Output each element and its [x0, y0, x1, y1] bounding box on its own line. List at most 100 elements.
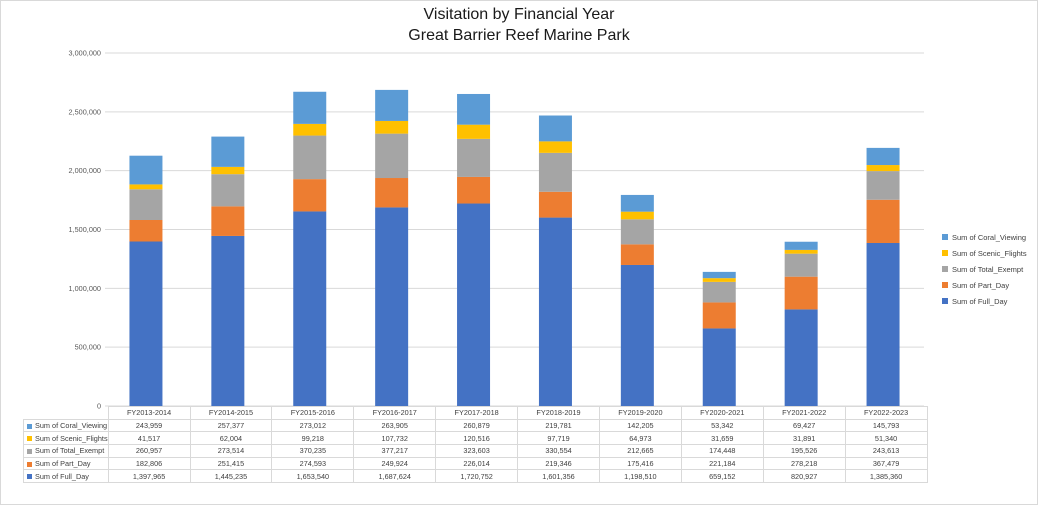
bar-segment — [457, 93, 491, 125]
bar-segment — [538, 152, 572, 192]
bar-segment — [866, 165, 900, 172]
bar-segment — [620, 264, 654, 406]
bar-segment — [293, 211, 327, 406]
y-tick-label: 2,000,000 — [69, 166, 101, 175]
bar-segment — [129, 184, 163, 190]
legend-swatch — [942, 250, 948, 256]
data-label: 212,665 — [598, 444, 682, 458]
bar-segment — [702, 302, 736, 329]
table-row-key: Sum of Total_Exempt — [23, 444, 109, 458]
bar-segment — [375, 89, 409, 121]
data-label: 41,517 — [107, 431, 191, 446]
table-legend-swatch — [27, 448, 32, 454]
table-row-label: Sum of Scenic_Flights — [35, 433, 108, 443]
y-tick-label: 0 — [97, 402, 101, 411]
bar-segment — [129, 155, 163, 185]
bar-segment — [784, 309, 818, 406]
data-label: 219,346 — [517, 456, 600, 471]
data-label: 330,554 — [517, 444, 600, 458]
x-tick-label: FY2014-2015 — [189, 406, 273, 420]
data-label: 31,659 — [680, 431, 764, 446]
data-label: 53,342 — [680, 418, 764, 433]
data-label: 1,653,540 — [271, 469, 355, 484]
data-label: 1,445,235 — [189, 469, 273, 484]
legend-label: Sum of Coral_Viewing — [952, 232, 1027, 242]
table-header-row: FY2013-2014 FY2014-2015 FY2015-2016 FY2016-… — [23, 406, 928, 420]
x-tick-label: FY2015-2016 — [271, 406, 355, 420]
data-label: 1,720,752 — [435, 469, 519, 484]
data-label: 51,340 — [844, 431, 928, 446]
bar-segment — [784, 253, 818, 277]
y-tick-label: 1,500,000 — [69, 225, 101, 234]
bar-segment — [702, 281, 736, 303]
bar-segment — [702, 278, 736, 282]
bar-segment — [457, 124, 491, 139]
table-row-key: Sum of Coral_Viewing — [23, 418, 109, 433]
bar-segment — [702, 271, 736, 279]
x-tick-label: FY2017-2018 — [435, 406, 519, 420]
bar-segment — [784, 249, 818, 254]
data-label: 174,448 — [680, 444, 764, 458]
bar-segment — [538, 217, 572, 406]
bar-segment — [457, 176, 491, 204]
x-tick-label: FY2022-2023 — [844, 406, 928, 420]
bar-segment — [293, 91, 327, 124]
bar-segment — [211, 206, 245, 236]
data-label: 97,719 — [517, 431, 600, 446]
data-label: 1,198,510 — [598, 469, 682, 484]
bar-segment — [538, 115, 572, 142]
bar-segment — [211, 235, 245, 406]
table-row-label: Sum of Total_Exempt — [35, 446, 105, 456]
table-row: Sum of Coral_Viewing 243,959 257,377 273,01… — [23, 418, 928, 433]
bar-segment — [866, 147, 900, 166]
table-row-key: Sum of Full_Day — [23, 469, 109, 484]
data-label: 273,012 — [271, 418, 355, 433]
legend-swatch — [942, 266, 948, 272]
table-legend-swatch — [27, 423, 32, 429]
legend-swatch — [942, 298, 948, 304]
data-table: FY2013-2014 FY2014-2015 FY2015-2016 FY2016-… — [23, 406, 928, 484]
data-label: 221,184 — [680, 456, 764, 471]
legend-item: Sum of Full_Day — [942, 293, 1027, 309]
x-tick-label: FY2021-2022 — [762, 406, 846, 420]
table-row-key: Sum of Scenic_Flights — [23, 431, 109, 446]
data-label: 278,218 — [762, 456, 846, 471]
table-legend-swatch — [27, 436, 32, 442]
y-tick-label: 3,000,000 — [69, 49, 101, 58]
data-label: 274,593 — [271, 456, 355, 471]
table-row: Sum of Scenic_Flights 41,517 62,004 99,218 1… — [23, 431, 928, 446]
data-label: 257,377 — [189, 418, 273, 433]
bar-segment — [211, 136, 245, 167]
table-row: Sum of Total_Exempt 260,957 273,514 370,235… — [23, 444, 928, 458]
legend-item: Sum of Coral_Viewing — [942, 229, 1027, 245]
legend-swatch — [942, 234, 948, 240]
bar-segment — [538, 191, 572, 218]
bar-segment — [129, 219, 163, 242]
bar-segment — [620, 219, 654, 245]
bar-segment — [457, 138, 491, 177]
x-tick-label: FY2019-2020 — [598, 406, 682, 420]
legend-label: Sum of Total_Exempt — [952, 264, 1024, 274]
bar-segment — [293, 123, 327, 136]
data-label: 219,781 — [517, 418, 600, 433]
data-label: 31,891 — [762, 431, 846, 446]
bar-segment — [538, 141, 572, 153]
bar-segment — [866, 171, 900, 200]
table-row-label: Sum of Full_Day — [35, 471, 89, 481]
data-label: 367,479 — [844, 456, 928, 471]
data-label: 323,603 — [435, 444, 519, 458]
data-label: 263,905 — [353, 418, 437, 433]
data-label: 377,217 — [353, 444, 437, 458]
data-label: 226,014 — [435, 456, 519, 471]
bar-segment — [702, 328, 736, 406]
data-label: 142,205 — [598, 418, 682, 433]
data-label: 243,959 — [107, 418, 191, 433]
legend-item: Sum of Scenic_Flights — [942, 245, 1027, 261]
table-row: Sum of Full_Day 1,397,965 1,445,235 1,653,5… — [23, 469, 928, 484]
table-corner — [23, 406, 109, 420]
bar-segment — [211, 174, 245, 207]
bar-segment — [375, 178, 409, 208]
bar-segment — [620, 244, 654, 265]
data-label: 370,235 — [271, 444, 355, 458]
